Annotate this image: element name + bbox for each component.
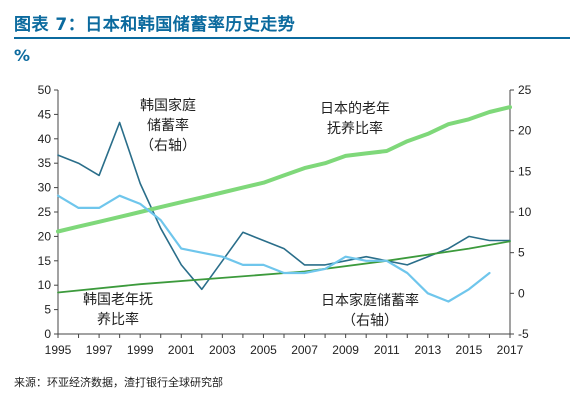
annotation-japan-household: （右轴） xyxy=(342,313,398,329)
annotation-korea-household: 韩国家庭 xyxy=(140,97,196,114)
left-tick-label: 40 xyxy=(38,132,52,146)
chart-series xyxy=(56,105,512,303)
right-tick-label: 20 xyxy=(518,124,532,138)
chart-axes: 0 5 10 15 20 25 30 35 40 45 50 -5 0 5 10 15 20 25 1995 1997… xyxy=(38,83,532,357)
left-tick-label: 10 xyxy=(38,278,52,292)
x-tick-label: 2011 xyxy=(374,343,400,357)
left-tick-label: 5 xyxy=(44,303,51,317)
right-tick-label: 0 xyxy=(518,286,525,300)
left-tick-label: 15 xyxy=(38,254,52,268)
x-tick-label: 2005 xyxy=(250,343,277,357)
x-tick-label: 1995 xyxy=(45,343,72,357)
right-tick-label: 5 xyxy=(518,246,525,260)
x-tick-label: 2013 xyxy=(414,343,441,357)
right-tick-label: 15 xyxy=(518,164,532,178)
annotation-korea-elderly: 养比率 xyxy=(97,311,139,328)
right-tick-label: 25 xyxy=(518,83,532,97)
x-tick-label: 2007 xyxy=(291,343,318,357)
title-rule xyxy=(14,37,570,39)
annotation-japan-household: 日本家庭储蓄率 xyxy=(321,292,419,309)
x-tick-label: 2015 xyxy=(456,343,483,357)
left-tick-label: 20 xyxy=(38,229,52,243)
right-tick-label: 10 xyxy=(518,205,532,219)
series-line-korea-elderly xyxy=(57,240,511,294)
chart-title: 图表 7：日本和韩国储蓄率历史走势 xyxy=(14,15,296,35)
series-line-japan-household xyxy=(56,194,491,303)
x-tick-label: 2017 xyxy=(497,343,524,357)
series-line-korea-household xyxy=(57,121,511,291)
left-tick-label: 45 xyxy=(38,107,52,121)
annotation-japan-elderly: 日本的老年 xyxy=(320,101,390,117)
left-tick-label: 30 xyxy=(38,181,52,195)
left-tick-label: 35 xyxy=(38,156,52,170)
unit-label: % xyxy=(14,46,31,65)
series-line-japan-elderly xyxy=(56,105,512,234)
x-tick-label: 2009 xyxy=(332,343,359,357)
x-tick-label: 2003 xyxy=(209,343,236,357)
x-tick-label: 1999 xyxy=(127,343,154,357)
annotation-korea-household: （右轴） xyxy=(140,138,196,154)
annotation-korea-household: 储蓄率 xyxy=(147,117,189,134)
right-tick-label: -5 xyxy=(518,327,529,341)
x-tick-label: 1997 xyxy=(86,343,113,357)
source-note: 来源：环亚经济数据，渣打银行全球研究部 xyxy=(14,376,223,389)
left-tick-label: 0 xyxy=(44,327,51,341)
x-tick-label: 2001 xyxy=(168,343,195,357)
left-tick-label: 50 xyxy=(38,83,52,97)
annotation-korea-elderly: 韩国老年抚 xyxy=(83,292,153,308)
annotation-japan-elderly: 抚养比率 xyxy=(327,120,383,137)
left-tick-label: 25 xyxy=(38,205,52,219)
line-chart: 0 5 10 15 20 25 30 35 40 45 50 -5 0 5 10 15 20 25 1995 1997… xyxy=(38,83,532,357)
